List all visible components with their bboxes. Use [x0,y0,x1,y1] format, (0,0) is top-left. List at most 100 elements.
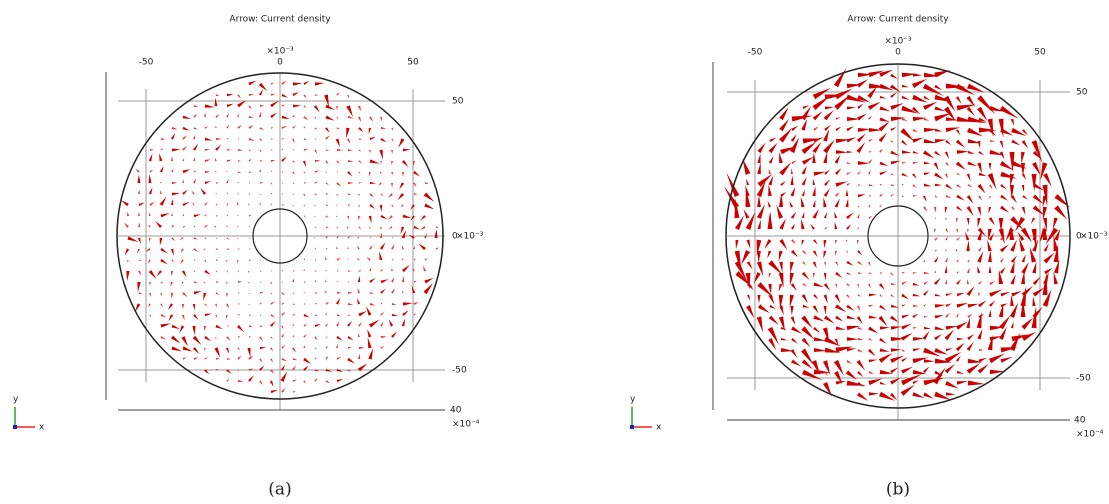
arrow [214,97,218,107]
arrow [857,294,862,297]
arrow [237,347,240,351]
arrow [791,115,813,122]
inner-boundary [867,205,929,267]
arrow [999,326,1007,340]
arrow [171,168,174,173]
arrow [768,168,772,175]
arrow [967,228,969,233]
arrow [160,313,167,318]
arrow [757,219,761,230]
arrow [237,148,244,152]
arrow [402,290,404,294]
arrow [358,160,363,164]
arrow [402,310,409,317]
arrow [922,150,935,159]
arrow [933,206,937,213]
arrow [398,138,405,148]
arrow [336,235,339,239]
arrow [149,292,151,298]
arrow [846,172,852,175]
arrow [834,250,838,257]
arrow [1021,285,1033,297]
arrow [147,303,151,308]
arrow [878,315,888,327]
arrow [977,363,989,374]
arrow [292,358,298,361]
arrow [226,325,230,327]
arrow [214,157,217,162]
arrow [204,137,213,141]
arrow [857,283,859,288]
arrow [281,333,285,338]
arrow [193,105,199,107]
arrow [757,162,761,175]
arrow [347,291,353,295]
arrow [401,257,404,261]
y-tick-label: 0 [1076,232,1082,242]
arrow [757,282,774,298]
arrow [248,281,250,285]
arrow [347,258,349,261]
arrow [846,337,859,341]
arrow [912,293,921,297]
arrow [160,258,168,265]
arrow [391,303,397,305]
arrow [846,126,854,132]
arrow [400,226,405,235]
arrow [325,182,329,185]
arrow [868,169,871,175]
arrow [846,106,856,110]
arrow [956,337,965,341]
arrow [966,341,974,351]
arrow [226,202,229,206]
arrow [402,171,404,177]
arrow [835,116,841,120]
arrow [347,314,351,316]
arrow [412,267,415,272]
arrow [391,204,394,208]
arrow [912,369,927,375]
arrow [945,183,953,190]
arrow [215,292,220,295]
arrow [408,234,415,239]
arrow [776,204,784,219]
arrow [988,353,1006,364]
arrow [823,305,827,315]
arrow [171,237,176,242]
arrow [812,261,817,269]
arrow [325,346,329,349]
arrow [801,315,813,329]
arrow [336,193,338,197]
arrow [204,335,212,342]
arrow [259,281,262,283]
arrow [868,283,871,289]
arrow [248,355,254,360]
arrow [901,304,907,307]
arrow [790,134,797,142]
arrow [226,214,229,217]
arrow [934,334,942,341]
arrow [215,324,223,330]
arrow [402,148,411,152]
arrow [956,236,961,241]
arrow [846,250,848,254]
arrow [357,353,361,360]
arrow [922,83,944,96]
arrow [149,281,151,286]
arrow [259,160,263,162]
arrow [846,360,852,365]
arrow [281,182,284,184]
arrow [978,300,987,308]
arrow [943,106,956,122]
arrow [934,217,937,219]
arrow [780,337,788,341]
arrow [834,338,839,346]
arrow [812,208,819,219]
arrow [347,204,352,206]
arrow [149,169,154,173]
arrow [148,187,153,195]
arrow [314,159,321,163]
arrow [789,272,794,286]
arrow [890,73,898,79]
arrow [956,313,959,318]
